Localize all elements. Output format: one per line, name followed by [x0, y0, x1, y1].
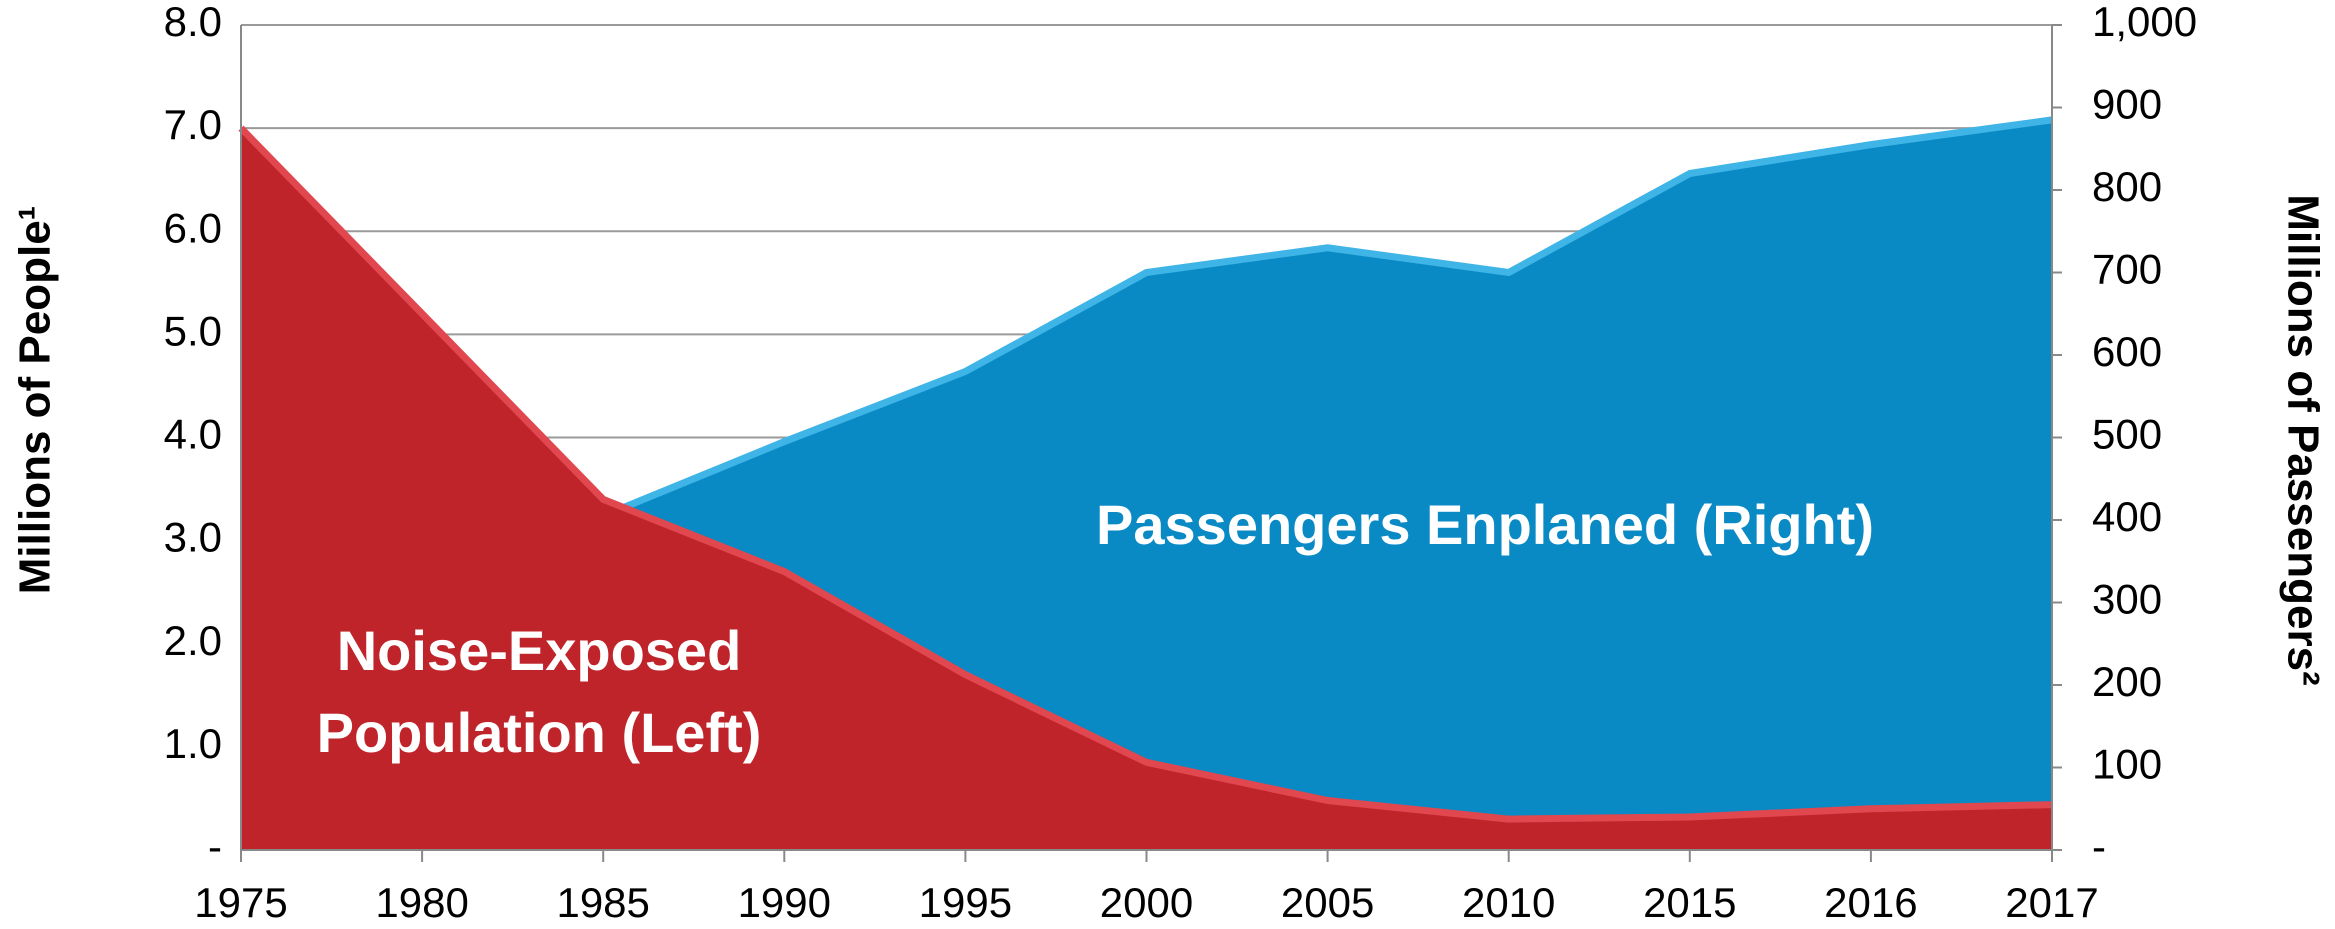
annotation: Passengers Enplaned (Right): [1096, 493, 1874, 556]
y2-tick-label: 1,000: [2092, 0, 2197, 45]
annotation: Population (Left): [317, 701, 762, 764]
x-tick-label: 2000: [1100, 879, 1193, 926]
y2-axis-title: Millions of Passengers²: [2278, 194, 2327, 685]
x-tick-label: 2016: [1824, 879, 1917, 926]
x-tick-label: 2017: [2005, 879, 2098, 926]
x-tick-label: 1975: [194, 879, 287, 926]
y-tick-label: 8.0: [164, 0, 222, 45]
y-axis-title: Millions of People¹: [11, 206, 60, 595]
y2-tick-label: 500: [2092, 411, 2162, 458]
y2-tick-label: 400: [2092, 493, 2162, 540]
y2-tick-label: 900: [2092, 81, 2162, 128]
x-tick-label: 2015: [1643, 879, 1736, 926]
area: [603, 119, 2053, 850]
area-edge: [601, 116, 2053, 520]
y-tick-label: 5.0: [164, 307, 222, 354]
y-tick-label: 2.0: [164, 617, 222, 664]
x-tick-label: 1985: [556, 879, 649, 926]
x-tick-label: 2010: [1462, 879, 1555, 926]
plot-area: [238, 24, 2053, 851]
y-tick-label: 4.0: [164, 411, 222, 458]
y2-tick-label: 800: [2092, 163, 2162, 210]
y-tick-label: -: [208, 823, 222, 870]
y-tick-label: 7.0: [164, 101, 222, 148]
y2-tick-label: 100: [2092, 741, 2162, 788]
annotation: Noise-Exposed: [337, 619, 742, 682]
x-tick-label: 2005: [1281, 879, 1374, 926]
y2-tick-label: 200: [2092, 658, 2162, 705]
y-tick-label: 3.0: [164, 514, 222, 561]
x-tick-label: 1995: [919, 879, 1012, 926]
y2-tick-label: 600: [2092, 328, 2162, 375]
y2-tick-label: 300: [2092, 576, 2162, 623]
y-tick-label: 6.0: [164, 204, 222, 251]
y2-tick-label: 700: [2092, 246, 2162, 293]
y2-tick-label: -: [2092, 823, 2106, 870]
area: [241, 128, 2052, 850]
x-tick-label: 1990: [738, 879, 831, 926]
y-tick-label: 1.0: [164, 720, 222, 767]
x-tick-label: 1980: [375, 879, 468, 926]
area-edge: [238, 125, 2053, 823]
